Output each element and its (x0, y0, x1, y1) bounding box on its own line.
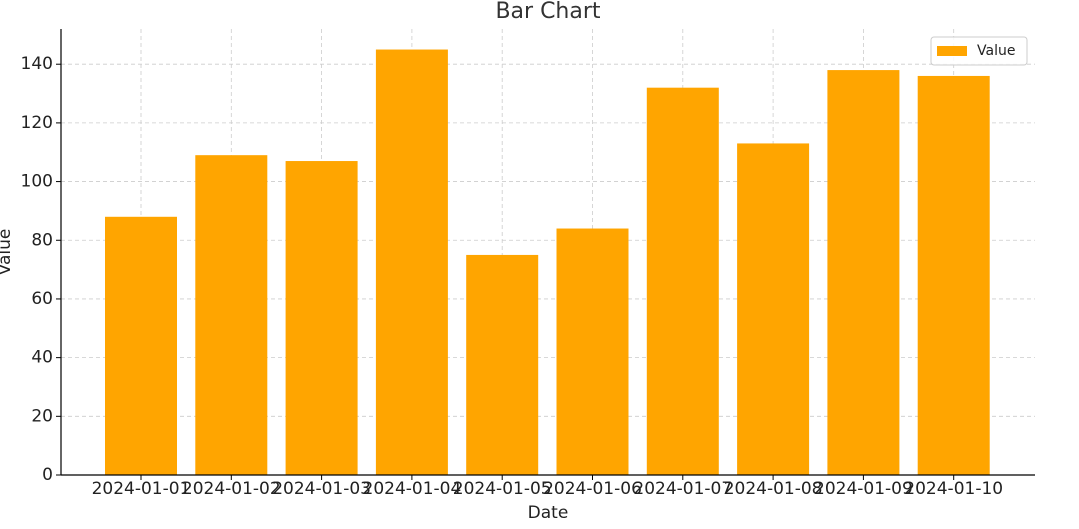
bar (466, 254, 539, 475)
chart-title: Bar Chart (495, 0, 600, 24)
x-tick-label: 2024-01-04 (363, 479, 462, 499)
legend-box (930, 36, 1028, 66)
bar (917, 75, 990, 476)
y-tick-label: 120 (21, 113, 53, 133)
y-axis-label: Value (0, 229, 15, 276)
x-tick-label: 2024-01-09 (814, 479, 913, 499)
y-tick-label: 140 (21, 54, 53, 74)
bar (285, 161, 358, 475)
x-tick-label: 2024-01-08 (724, 479, 823, 499)
bar (556, 228, 629, 475)
x-tick-label: 2024-01-10 (904, 479, 1003, 499)
y-tick-label: 80 (31, 230, 53, 250)
bar (737, 143, 810, 475)
y-tick-label: 60 (31, 289, 53, 309)
y-tick-label: 0 (42, 465, 53, 485)
x-tick-label: 2024-01-01 (92, 479, 191, 499)
x-tick-label: 2024-01-02 (182, 479, 281, 499)
legend-swatch (937, 46, 967, 56)
bar (375, 49, 448, 475)
bar (827, 70, 900, 475)
bar (105, 216, 177, 475)
x-tick-label: 2024-01-07 (633, 479, 732, 499)
legend-label: Value (977, 43, 1015, 59)
y-tick-label: 20 (31, 406, 53, 426)
x-axis-label: Date (528, 503, 569, 523)
y-tick-label: 100 (21, 172, 53, 192)
y-tick-label: 40 (31, 348, 53, 368)
x-tick-label: 2024-01-05 (453, 479, 552, 499)
bar (646, 87, 719, 476)
x-tick-label: 2024-01-03 (272, 479, 371, 499)
bar (195, 155, 268, 475)
x-tick-label: 2024-01-06 (543, 479, 642, 499)
